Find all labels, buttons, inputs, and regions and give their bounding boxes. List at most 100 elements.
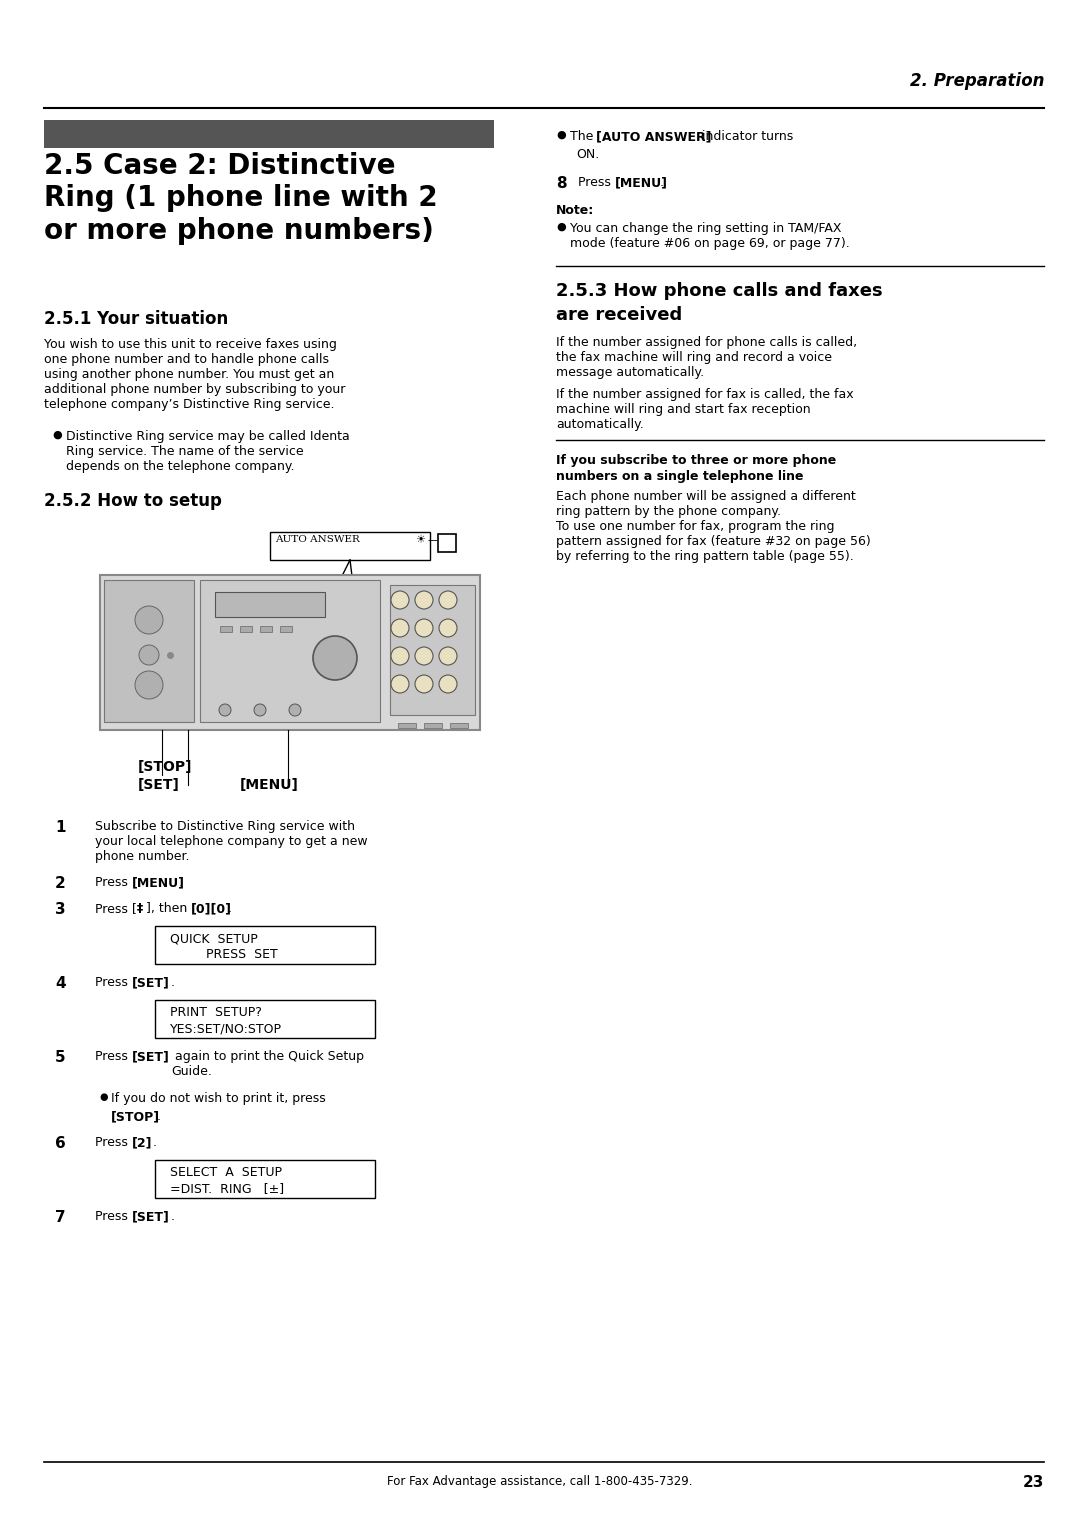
Bar [156, 999, 375, 1038]
Text: 3: 3 [445, 594, 451, 604]
Text: 2.5.1 Your situation: 2.5.1 Your situation [44, 310, 228, 329]
Text: ●: ● [99, 1093, 108, 1102]
Text: Press: Press [95, 1050, 132, 1063]
Text: ●: ● [556, 222, 566, 232]
Text: Each phone number will be assigned a different
ring pattern by the phone company: Each phone number will be assigned a dif… [556, 490, 870, 562]
Text: [SET]: [SET] [138, 778, 180, 792]
Text: Press: Press [95, 1210, 132, 1222]
Text: Press: Press [95, 976, 132, 989]
Text: —: — [428, 535, 437, 545]
Bar [280, 626, 292, 633]
Text: Press: Press [578, 176, 615, 189]
Text: [SET]: [SET] [132, 1050, 170, 1063]
Text: [2]: [2] [132, 1135, 152, 1149]
Text: Press [: Press [ [95, 902, 137, 915]
Text: 6: 6 [445, 623, 451, 633]
Bar [215, 591, 325, 617]
Text: ☀: ☀ [415, 535, 426, 545]
Circle shape [391, 619, 409, 637]
Text: 2. Preparation: 2. Preparation [909, 72, 1044, 90]
Circle shape [135, 671, 163, 698]
Text: 8: 8 [421, 651, 427, 660]
Circle shape [289, 704, 301, 717]
Text: 2: 2 [55, 876, 66, 891]
Text: SELECT  A  SETUP: SELECT A SETUP [170, 1166, 282, 1180]
Text: Press: Press [95, 1135, 132, 1149]
Circle shape [219, 704, 231, 717]
Bar [44, 121, 494, 148]
Text: 4: 4 [396, 623, 403, 633]
Text: ●: ● [52, 429, 62, 440]
Text: .: . [171, 976, 175, 989]
Text: Subscribe to Distinctive Ring service with
your local telephone company to get a: Subscribe to Distinctive Ring service wi… [95, 821, 367, 863]
Text: ●: ● [556, 130, 566, 141]
Text: 3: 3 [55, 902, 66, 917]
Text: are received: are received [556, 306, 683, 324]
Text: [SET]: [SET] [132, 1210, 170, 1222]
Text: .: . [157, 1109, 161, 1123]
Text: 9: 9 [445, 651, 451, 660]
Bar [156, 1160, 375, 1198]
Text: You can change the ring setting in TAM/FAX
mode (feature #06 on page 69, or page: You can change the ring setting in TAM/F… [570, 222, 850, 251]
Bar [220, 626, 232, 633]
Text: again to print the Quick Setup
Guide.: again to print the Quick Setup Guide. [171, 1050, 364, 1077]
Text: .: . [153, 1135, 157, 1149]
Bar [200, 581, 380, 723]
Circle shape [415, 675, 433, 694]
Circle shape [438, 591, 457, 610]
Text: 4: 4 [55, 976, 66, 992]
Text: 6: 6 [55, 1135, 66, 1151]
Circle shape [415, 646, 433, 665]
Circle shape [135, 607, 163, 634]
Text: Distinctive Ring service may be called Identa
Ring service. The name of the serv: Distinctive Ring service may be called I… [66, 429, 350, 474]
Bar [270, 532, 430, 559]
Text: Press: Press [95, 876, 132, 889]
Text: ‡: ‡ [137, 902, 144, 915]
Bar [438, 533, 456, 552]
Text: 5: 5 [55, 1050, 66, 1065]
Text: If you subscribe to three or more phone: If you subscribe to three or more phone [556, 454, 836, 468]
Text: [MENU]: [MENU] [132, 876, 185, 889]
Text: 2.5.3 How phone calls and faxes: 2.5.3 How phone calls and faxes [556, 283, 882, 299]
Circle shape [438, 646, 457, 665]
Text: 2.5.2 How to setup: 2.5.2 How to setup [44, 492, 221, 510]
Text: 5: 5 [421, 623, 427, 633]
Text: 8: 8 [556, 176, 567, 191]
Circle shape [438, 675, 457, 694]
Text: If the number assigned for fax is called, the fax
machine will ring and start fa: If the number assigned for fax is called… [556, 388, 853, 431]
Text: [AUTO ANSWER]: [AUTO ANSWER] [596, 130, 712, 144]
Circle shape [391, 646, 409, 665]
Text: [0][0]: [0][0] [191, 902, 232, 915]
Circle shape [139, 645, 159, 665]
Text: *: * [397, 678, 403, 688]
Bar [100, 575, 480, 730]
Text: .: . [179, 876, 183, 889]
Text: If the number assigned for phone calls is called,
the fax machine will ring and : If the number assigned for phone calls i… [556, 336, 858, 379]
Bar [260, 626, 272, 633]
Text: 1: 1 [396, 594, 403, 604]
Text: 2: 2 [421, 594, 427, 604]
Circle shape [438, 619, 457, 637]
Text: QUICK  SETUP: QUICK SETUP [170, 932, 258, 944]
Text: You wish to use this unit to receive faxes using
one phone number and to handle : You wish to use this unit to receive fax… [44, 338, 346, 411]
Text: numbers on a single telephone line: numbers on a single telephone line [556, 471, 804, 483]
Text: 7: 7 [396, 651, 403, 660]
Text: =DIST.  RING   [±]: =DIST. RING [±] [170, 1183, 284, 1195]
Text: .: . [171, 1210, 175, 1222]
Text: PRESS  SET: PRESS SET [170, 947, 278, 961]
Text: 7: 7 [55, 1210, 66, 1225]
Text: [MENU]: [MENU] [240, 778, 299, 792]
Text: If you do not wish to print it, press: If you do not wish to print it, press [111, 1093, 326, 1105]
Text: [STOP]: [STOP] [138, 759, 192, 775]
Bar [424, 723, 442, 727]
Bar [399, 723, 416, 727]
Text: 2.5 Case 2: Distinctive
Ring (1 phone line with 2
or more phone numbers): 2.5 Case 2: Distinctive Ring (1 phone li… [44, 151, 437, 244]
Text: [STOP]: [STOP] [111, 1109, 160, 1123]
Text: .: . [660, 176, 664, 189]
Text: #: # [444, 678, 451, 688]
Text: 23: 23 [1023, 1475, 1044, 1490]
Text: 0: 0 [421, 678, 427, 688]
Text: YES:SET/NO:STOP: YES:SET/NO:STOP [170, 1022, 282, 1034]
Bar [390, 585, 475, 715]
Text: [MENU]: [MENU] [615, 176, 669, 189]
